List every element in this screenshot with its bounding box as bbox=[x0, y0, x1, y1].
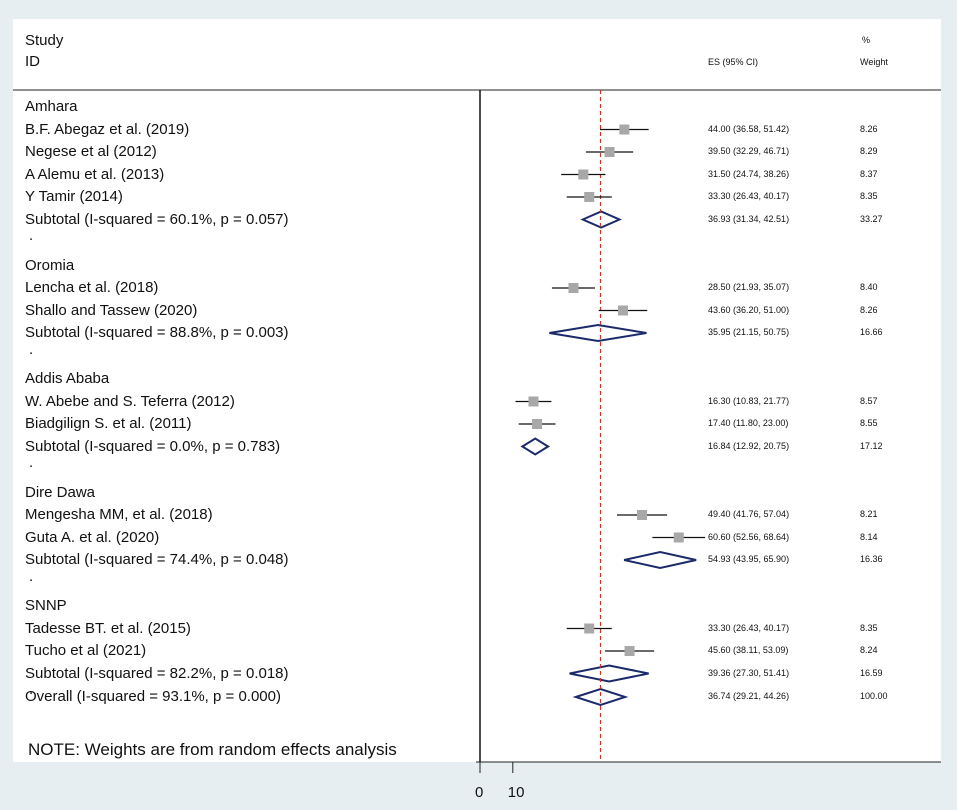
subtotal-label: Subtotal (I-squared = 82.2%, p = 0.018) bbox=[25, 664, 289, 682]
study-label: Mengesha MM, et al. (2018) bbox=[25, 506, 213, 523]
study-es-ci: 60.60 (52.56, 68.64) bbox=[708, 531, 790, 542]
subtotal-label: Subtotal (I-squared = 0.0%, p = 0.783) bbox=[25, 437, 281, 455]
header-id: ID bbox=[25, 53, 40, 70]
study-label: A Alemu et al. (2013) bbox=[25, 165, 165, 183]
overall-es-ci: 36.74 (29.21, 44.26) bbox=[708, 691, 790, 701]
group-separator: . bbox=[29, 681, 34, 698]
subtotal-es-ci: 36.93 (31.34, 42.51) bbox=[708, 213, 790, 224]
study-label: Tadesse BT. et al. (2015) bbox=[25, 619, 191, 637]
study-weight: 8.24 bbox=[860, 645, 878, 655]
study-weight: 8.35 bbox=[860, 622, 878, 633]
study-effect-marker bbox=[568, 283, 579, 293]
group-separator: . bbox=[29, 227, 34, 244]
overall-label: Overall (I-squared = 93.1%, p = 0.000) bbox=[25, 688, 281, 705]
study-label: Lencha et al. (2018) bbox=[25, 279, 159, 296]
study-effect-marker bbox=[618, 305, 629, 316]
study-weight: 8.26 bbox=[860, 304, 878, 315]
study-weight: 8.37 bbox=[860, 168, 878, 179]
header-percent: % bbox=[862, 35, 871, 45]
group-separator: . bbox=[29, 340, 34, 358]
study-es-ci: 28.50 (21.93, 35.07) bbox=[708, 282, 790, 292]
study-es-ci: 16.30 (10.83, 21.77) bbox=[708, 395, 790, 406]
subtotal-weight: 17.12 bbox=[860, 440, 883, 451]
subtotal-diamond bbox=[569, 664, 649, 683]
study-effect-marker bbox=[624, 646, 635, 656]
study-weight: 8.35 bbox=[860, 191, 878, 201]
study-es-ci: 33.30 (26.43, 40.17) bbox=[708, 622, 790, 633]
study-label: Negese et al (2012) bbox=[25, 143, 157, 160]
x-tick-label: 0 bbox=[475, 784, 484, 801]
subtotal-diamond bbox=[580, 210, 622, 229]
subtotal-es-ci: 35.95 (21.15, 50.75) bbox=[708, 327, 790, 337]
weights-note: NOTE: Weights are from random effects an… bbox=[28, 740, 397, 759]
group-heading: Oromia bbox=[25, 256, 75, 274]
study-es-ci: 44.00 (36.58, 51.42) bbox=[708, 123, 790, 134]
study-es-ci: 39.50 (32.29, 46.71) bbox=[708, 146, 790, 156]
study-weight: 8.40 bbox=[860, 282, 878, 292]
x-tick-label: 10 bbox=[507, 784, 525, 801]
study-label: Biadgilign S. et al. (2011) bbox=[25, 415, 192, 432]
plot-panel bbox=[13, 19, 941, 762]
subtotal-es-ci: 16.84 (12.92, 20.75) bbox=[708, 440, 790, 451]
subtotal-label: Subtotal (I-squared = 88.8%, p = 0.003) bbox=[25, 324, 289, 341]
study-effect-marker bbox=[578, 169, 589, 180]
group-separator: . bbox=[29, 567, 34, 585]
study-es-ci: 45.60 (38.11, 53.09) bbox=[708, 645, 789, 655]
group-separator: . bbox=[29, 454, 34, 471]
subtotal-label: Subtotal (I-squared = 60.1%, p = 0.057) bbox=[25, 210, 289, 228]
study-weight: 8.26 bbox=[860, 123, 878, 134]
study-effect-marker bbox=[604, 147, 615, 157]
study-effect-marker bbox=[528, 396, 539, 407]
study-es-ci: 17.40 (11.80, 23.00) bbox=[708, 418, 789, 428]
subtotal-diamond bbox=[520, 437, 550, 456]
study-effect-marker bbox=[673, 532, 684, 543]
group-heading: Amhara bbox=[25, 98, 78, 115]
study-weight: 8.29 bbox=[860, 146, 878, 156]
study-effect-marker bbox=[532, 419, 543, 429]
study-label: Y Tamir (2014) bbox=[25, 188, 123, 205]
subtotal-weight: 16.36 bbox=[860, 554, 883, 564]
study-effect-marker bbox=[584, 623, 595, 634]
group-heading: Dire Dawa bbox=[25, 483, 96, 501]
overall-weight: 100.00 bbox=[860, 691, 888, 701]
study-es-ci: 49.40 (41.76, 57.04) bbox=[708, 509, 790, 519]
group-heading: Addis Ababa bbox=[25, 370, 110, 387]
study-label: Shallo and Tassew (2020) bbox=[25, 301, 198, 319]
study-es-ci: 43.60 (36.20, 51.00) bbox=[708, 304, 790, 315]
subtotal-diamond bbox=[623, 550, 697, 570]
study-label: Guta A. et al. (2020) bbox=[25, 528, 160, 546]
subtotal-es-ci: 39.36 (27.30, 51.41) bbox=[708, 667, 790, 678]
subtotal-weight: 33.27 bbox=[860, 213, 883, 224]
study-label: Tucho et al (2021) bbox=[25, 642, 147, 659]
subtotal-weight: 16.59 bbox=[860, 667, 883, 678]
group-heading: SNNP bbox=[25, 597, 67, 614]
study-label: W. Abebe and S. Teferra (2012) bbox=[25, 392, 235, 410]
header-study: Study bbox=[25, 32, 64, 49]
study-weight: 8.55 bbox=[860, 418, 878, 428]
study-weight: 8.14 bbox=[860, 531, 878, 542]
subtotal-diamond bbox=[549, 323, 647, 343]
study-es-ci: 33.30 (26.43, 40.17) bbox=[708, 191, 790, 201]
subtotal-weight: 16.66 bbox=[860, 327, 883, 337]
study-effect-marker bbox=[637, 510, 648, 520]
study-weight: 8.57 bbox=[860, 395, 878, 406]
overall-diamond bbox=[572, 687, 629, 707]
header-weight: Weight bbox=[860, 57, 888, 67]
study-label: B.F. Abegaz et al. (2019) bbox=[25, 120, 190, 138]
subtotal-es-ci: 54.93 (43.95, 65.90) bbox=[708, 554, 790, 564]
subtotal-label: Subtotal (I-squared = 74.4%, p = 0.048) bbox=[25, 551, 289, 568]
study-effect-marker bbox=[584, 192, 595, 202]
study-weight: 8.21 bbox=[860, 509, 878, 519]
study-effect-marker bbox=[619, 124, 630, 135]
header-es: ES (95% CI) bbox=[708, 57, 759, 67]
study-es-ci: 31.50 (24.74, 38.26) bbox=[708, 168, 790, 179]
